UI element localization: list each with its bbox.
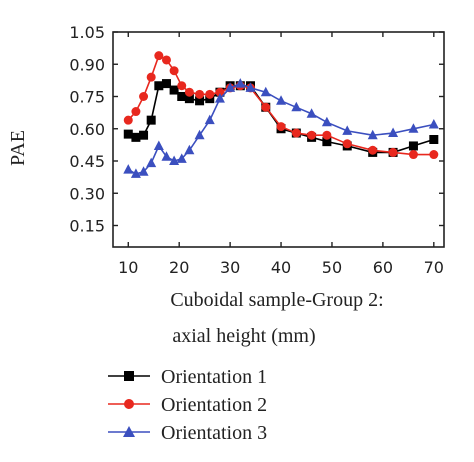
- data-point-orientation-1: [195, 96, 205, 106]
- data-point-orientation-3: [342, 125, 353, 135]
- y-tick-label: 0.75: [69, 88, 105, 107]
- data-point-orientation-1: [408, 141, 418, 151]
- x-tick-label: 40: [271, 258, 291, 277]
- data-point-orientation-2: [184, 87, 194, 97]
- data-point-orientation-3: [235, 78, 246, 88]
- data-point-orientation-2: [368, 145, 378, 155]
- data-point-orientation-2: [195, 89, 205, 99]
- data-point-orientation-3: [367, 129, 378, 140]
- data-point-orientation-2: [291, 128, 301, 138]
- data-point-orientation-1: [146, 115, 156, 125]
- data-point-orientation-3: [291, 101, 302, 112]
- legend-item-orientation-3: Orientation 3: [108, 422, 267, 444]
- legend-marker-square-icon: [124, 371, 134, 381]
- data-point-orientation-3: [260, 86, 271, 97]
- data-point-orientation-2: [131, 107, 141, 117]
- data-point-orientation-2: [429, 150, 439, 160]
- data-point-orientation-2: [388, 147, 398, 157]
- data-point-orientation-2: [177, 81, 187, 91]
- data-point-orientation-2: [276, 122, 286, 132]
- legend-marker-circle-icon: [124, 399, 134, 409]
- data-point-orientation-1: [177, 92, 187, 101]
- data-point-orientation-2: [322, 130, 332, 140]
- data-point-orientation-3: [306, 108, 317, 118]
- data-point-orientation-3: [388, 127, 399, 138]
- legend-label-orientation-1: Orientation 1: [161, 366, 267, 388]
- data-point-orientation-3: [428, 118, 439, 129]
- data-point-orientation-3: [130, 168, 141, 178]
- data-point-orientation-2: [307, 130, 317, 140]
- x-axis-title-line1: Cuboidal sample-Group 2:: [170, 289, 383, 311]
- data-point-orientation-1: [154, 81, 164, 91]
- data-point-orientation-2: [205, 89, 215, 99]
- y-tick-label: 0.60: [69, 120, 105, 139]
- data-point-orientation-3: [408, 123, 419, 133]
- data-point-orientation-2: [161, 55, 171, 65]
- data-point-orientation-2: [154, 51, 164, 61]
- x-axis-title-line2: axial height (mm): [172, 325, 315, 347]
- data-point-orientation-1: [139, 130, 149, 140]
- data-point-orientation-1: [161, 79, 171, 89]
- data-point-orientation-3: [153, 140, 164, 150]
- legend-item-orientation-1: Orientation 1: [108, 366, 267, 388]
- series-layer: [123, 51, 439, 178]
- y-tick-label: 0.30: [69, 184, 105, 203]
- y-axis-ticks: 0.15 0.30 0.45 0.60 0.75 0.90 1.05: [69, 23, 444, 236]
- legend-label-orientation-2: Orientation 2: [161, 394, 267, 416]
- data-point-orientation-3: [245, 82, 256, 92]
- data-point-orientation-2: [123, 115, 133, 125]
- data-point-orientation-1: [322, 137, 332, 147]
- plot-border: [112, 31, 445, 248]
- y-tick-label: 0.90: [69, 55, 105, 74]
- y-tick-label: 1.05: [69, 23, 105, 42]
- x-tick-label: 20: [169, 258, 189, 277]
- data-point-orientation-2: [215, 87, 225, 97]
- data-point-orientation-1: [123, 129, 133, 139]
- x-tick-label: 10: [118, 258, 138, 277]
- y-axis-title: PAE: [7, 130, 29, 166]
- data-point-orientation-1: [184, 94, 194, 104]
- x-tick-label: 70: [424, 258, 444, 277]
- data-point-orientation-1: [429, 135, 439, 144]
- plot-frame: [112, 31, 445, 248]
- data-point-orientation-2: [342, 139, 352, 149]
- legend-item-orientation-2: Orientation 2: [108, 394, 267, 416]
- x-tick-label: 30: [220, 258, 240, 277]
- data-point-orientation-2: [139, 92, 149, 101]
- data-point-orientation-2: [261, 102, 271, 112]
- series-orientation-1: [123, 79, 439, 157]
- data-point-orientation-3: [321, 116, 332, 127]
- x-tick-label: 50: [322, 258, 342, 277]
- data-point-orientation-2: [169, 66, 179, 76]
- data-point-orientation-3: [161, 151, 172, 161]
- series-orientation-3: [123, 78, 439, 178]
- legend: Orientation 1 Orientation 2 Orientation …: [108, 366, 267, 444]
- data-point-orientation-3: [276, 95, 287, 105]
- data-point-orientation-3: [194, 129, 205, 140]
- legend-label-orientation-3: Orientation 3: [161, 422, 267, 444]
- data-point-orientation-3: [138, 166, 149, 176]
- series-orientation-2: [123, 51, 439, 160]
- data-point-orientation-3: [184, 144, 195, 155]
- legend-marker-triangle-icon: [123, 426, 135, 437]
- y-tick-label: 0.45: [69, 152, 105, 171]
- data-point-orientation-3: [169, 155, 180, 165]
- data-point-orientation-1: [169, 85, 179, 95]
- data-point-orientation-2: [146, 72, 156, 82]
- x-tick-label: 60: [373, 258, 393, 277]
- data-point-orientation-1: [131, 132, 141, 142]
- data-point-orientation-3: [123, 164, 134, 174]
- data-point-orientation-2: [408, 150, 418, 160]
- data-point-orientation-3: [176, 153, 187, 163]
- data-point-orientation-3: [146, 157, 157, 168]
- data-point-orientation-3: [204, 114, 215, 125]
- data-point-orientation-3: [214, 93, 225, 103]
- x-axis-ticks: 10 20 30 40 50 60 70: [118, 32, 444, 277]
- data-point-orientation-3: [225, 82, 236, 92]
- y-tick-label: 0.15: [69, 217, 105, 236]
